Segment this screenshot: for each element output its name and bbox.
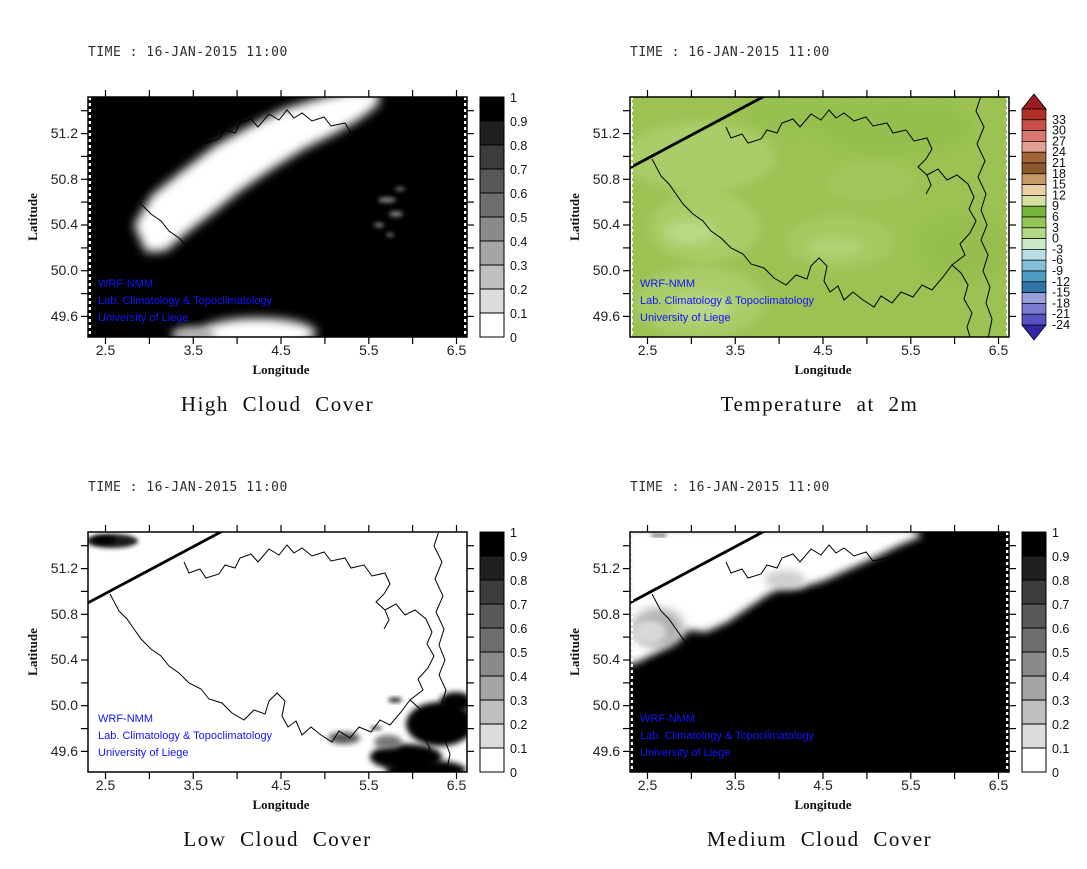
gray-notch — [765, 570, 805, 590]
panel-title: Temperature at 2m — [720, 392, 919, 416]
cloud-mass-se — [328, 692, 467, 772]
panel-low-cloud-cover: TIME : 16-JAN-2015 11:00 — [20, 475, 560, 865]
panel-title: Low Cloud Cover — [183, 827, 372, 851]
temperature-field — [630, 97, 1009, 337]
map-medium-cloud-cover — [562, 522, 1070, 822]
panel-medium-cloud-cover: TIME : 16-JAN-2015 11:00 Medium Cloud Co… — [562, 475, 1087, 865]
panel-temperature-2m: TIME : 16-JAN-2015 11:00 — [562, 40, 1087, 430]
clear-patch-south — [200, 318, 316, 337]
time-label: TIME : 16-JAN-2015 11:00 — [88, 45, 288, 60]
panel-high-cloud-cover: TIME : 16-JAN-2015 11:00 — [20, 40, 560, 430]
high-cloud-field — [88, 97, 467, 337]
map-high-cloud-cover — [20, 87, 528, 387]
panel-title: Medium Cloud Cover — [706, 827, 933, 851]
time-label: TIME : 16-JAN-2015 11:00 — [630, 480, 830, 495]
panel-title: High Cloud Cover — [180, 392, 375, 416]
gray-dash-nw — [652, 534, 666, 537]
time-label: TIME : 16-JAN-2015 11:00 — [630, 45, 830, 60]
low-cloud-field — [88, 532, 467, 772]
warm-patches — [750, 97, 1009, 279]
cloud-patch-nw — [88, 534, 138, 548]
gray-speckles — [374, 187, 405, 237]
time-label: TIME : 16-JAN-2015 11:00 — [88, 480, 288, 495]
map-low-cloud-cover — [20, 522, 528, 822]
medium-cloud-field — [630, 532, 1009, 772]
clear-band — [134, 97, 380, 252]
map-temperature-2m — [562, 87, 1071, 387]
